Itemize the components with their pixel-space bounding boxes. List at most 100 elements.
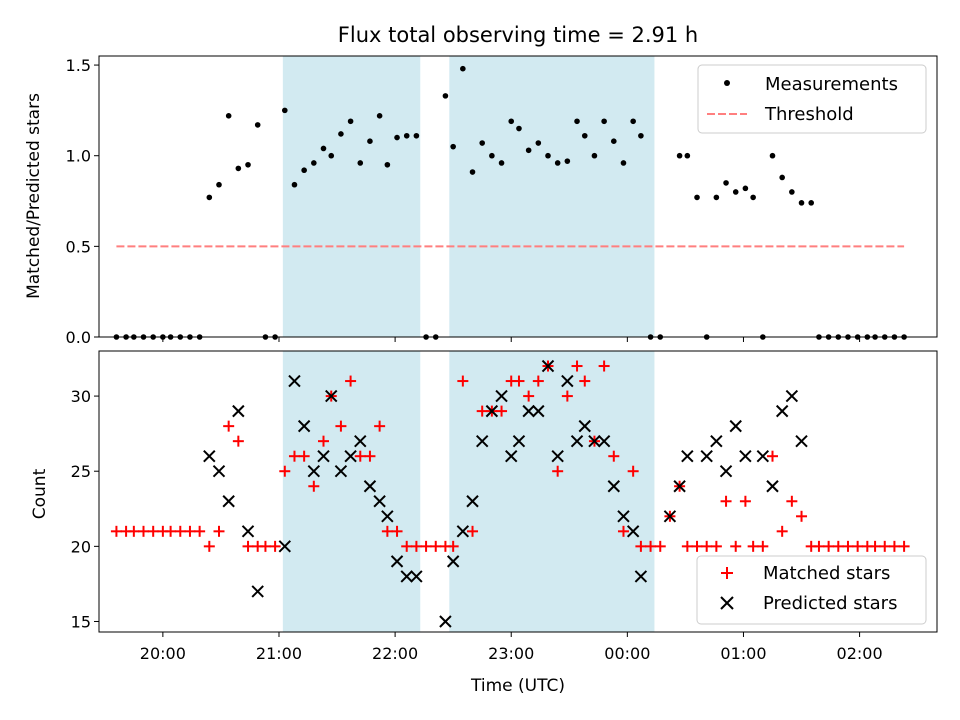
predicted-star-point [410,570,423,583]
matched-star-point [691,540,703,552]
measurement-point [216,181,222,188]
measurement-point [281,107,288,114]
predicted-star-point [334,465,348,478]
predicted-star-point [766,480,779,493]
x-tick-label: 00:00 [604,644,650,663]
top-plot-area [113,65,907,340]
matched-star-point [496,405,508,417]
predicted-star-point [251,585,264,598]
predicted-star-point [551,449,564,463]
x-tick-label: 01:00 [720,644,766,663]
matched-star-point [223,420,235,432]
measurement-point [384,161,391,168]
measurement-point [479,140,485,146]
measurement-point [545,152,551,159]
shaded-interval [449,351,655,632]
measurement-point [564,158,571,164]
top-axes-frame [98,55,938,338]
measurement-point [535,140,542,146]
measurement-point [403,132,410,139]
measurement-point [235,165,242,172]
legend-predicted-label: Predicted stars [763,593,897,614]
predicted-star-point [512,434,526,448]
measurement-point [498,160,505,166]
measurement-point [394,134,400,141]
predicted-star-point [532,404,545,418]
measurement-point [713,194,720,201]
predicted-star-point [373,495,386,508]
matched-star-point [813,540,825,552]
matched-star-point [110,525,122,537]
bottom-y-tick-label: 20 [71,537,91,556]
predicted-star-point [634,570,648,583]
matched-star-point [766,450,778,462]
bottom-y-ticks: 15 20 25 30 [71,387,99,631]
predicted-star-point [381,510,394,523]
predicted-star-point [663,510,677,523]
top-y-tick-label: 0.5 [66,237,91,256]
predicted-star-point [325,389,338,403]
legend-matched-label: Matched stars [763,563,890,584]
matched-star-point [898,540,910,552]
matched-star-point [165,525,177,537]
matched-star-point [259,540,271,552]
measurement-point [630,118,636,125]
predicted-star-point [570,434,584,448]
measurement-point [581,132,588,139]
predicted-star-point [241,525,255,538]
top-y-ticks: 0.0 0.5 1.0 1.5 [66,56,99,347]
measurement-point [245,161,251,168]
measurement-point [225,113,232,119]
x-axis-label: Time (UTC) [470,676,565,696]
matched-star-point [242,540,254,552]
matched-star-point [184,525,196,537]
matched-star-point [335,420,347,432]
measurement-point [591,152,598,159]
legend-measurements-marker [724,80,730,86]
bottom-x-ticks: 20:00 21:00 22:00 23:00 00:00 01:00 02:00 [140,632,883,663]
x-tick-label: 02:00 [837,644,883,663]
matched-star-point [345,375,357,387]
measurement-point [338,131,344,137]
matched-star-point [354,450,366,462]
top-y-axis-label: Matched/Predicted stars [24,93,44,299]
bottom-legend: Matched stars Predicted stars [696,555,927,625]
bottom-y-tick-label: 25 [71,462,91,481]
matched-star-point [832,540,844,552]
matched-star-point [430,540,442,552]
legend-threshold-label: Threshold [764,104,854,125]
matched-star-point [654,540,666,552]
measurement-point [367,138,373,145]
measurement-point [206,194,213,201]
measurement-point [516,125,522,132]
measurement-point [376,113,383,119]
measurement-point [254,122,261,128]
predicted-star-point [317,449,330,463]
matched-star-point [420,540,432,552]
measurement-point [723,180,729,186]
matched-star-point [869,540,881,552]
shaded-interval [449,56,655,337]
predicted-star-point [588,434,601,448]
measurement-point [732,189,739,195]
matched-star-point [410,540,422,552]
top-y-tick-label: 1.0 [66,147,91,166]
measurement-point [574,118,580,125]
matched-star-point [681,540,693,552]
predicted-star-point [681,449,694,463]
predicted-star-point [710,434,723,448]
predicted-star-point [232,404,245,418]
bottom-y-tick-label: 30 [71,387,91,406]
matched-star-point [645,540,657,552]
matched-star-point [852,540,864,552]
predicted-star-point [522,404,535,418]
matched-star-point [757,540,769,552]
measurement-point [750,194,756,201]
predicted-star-point [505,449,518,463]
predicted-star-point [729,419,742,433]
measurement-point [357,160,364,166]
matched-star-point [308,480,320,492]
matched-star-point [232,435,244,447]
predicted-star-point [700,449,713,463]
predicted-star-point [288,374,301,388]
